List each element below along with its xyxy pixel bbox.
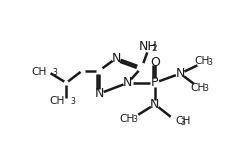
Text: 3: 3 xyxy=(52,68,57,77)
Text: 3: 3 xyxy=(207,58,212,67)
Text: N: N xyxy=(95,87,104,100)
Text: N: N xyxy=(176,67,185,80)
Text: NH: NH xyxy=(139,40,157,53)
Text: 3: 3 xyxy=(203,84,208,93)
Text: CH: CH xyxy=(32,67,47,77)
Text: 3: 3 xyxy=(181,118,186,127)
Text: N: N xyxy=(123,76,133,89)
Text: O: O xyxy=(150,56,160,69)
Text: CH: CH xyxy=(194,56,210,66)
Text: 3: 3 xyxy=(132,115,137,124)
Text: 2: 2 xyxy=(151,44,157,53)
Text: 3: 3 xyxy=(70,97,75,106)
Text: CH: CH xyxy=(119,114,135,124)
Text: N: N xyxy=(150,98,160,111)
Text: CH: CH xyxy=(190,83,206,93)
Text: P: P xyxy=(151,76,159,89)
Text: CH: CH xyxy=(49,95,65,105)
Text: N: N xyxy=(112,52,121,65)
Text: CH: CH xyxy=(176,116,191,126)
